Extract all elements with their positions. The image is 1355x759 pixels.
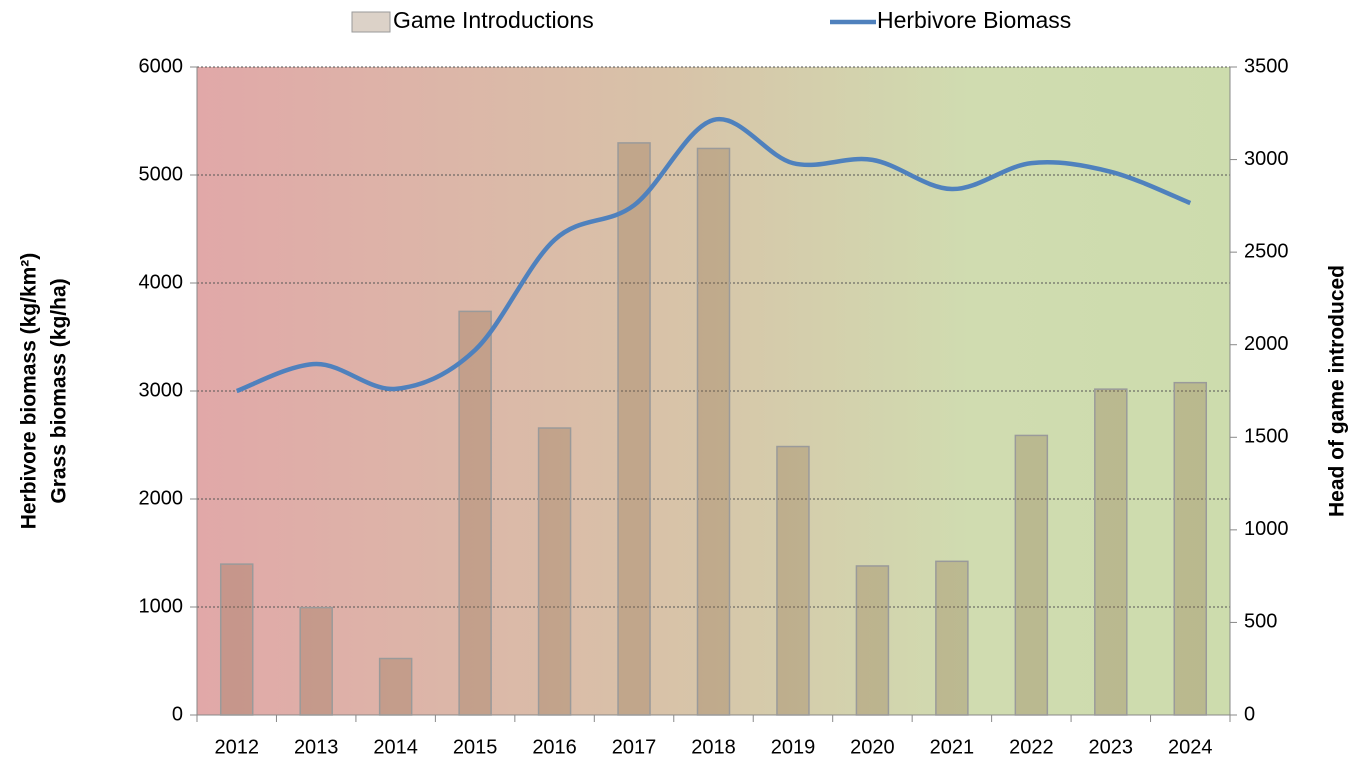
- legend-label: Herbivore Biomass: [877, 7, 1071, 33]
- y2-tick-label: 1500: [1244, 426, 1289, 448]
- bar: [696, 147, 731, 716]
- x-tick-label: 2012: [214, 736, 259, 758]
- bar: [617, 142, 651, 716]
- bar: [855, 565, 890, 716]
- x-tick-label: 2013: [294, 736, 339, 758]
- bar: [537, 427, 572, 716]
- y-tick-label: 1000: [139, 595, 184, 617]
- bar: [776, 445, 810, 716]
- x-tick-label: 2024: [1168, 736, 1213, 758]
- line: [235, 116, 1192, 394]
- y-tick-label: 6000: [139, 55, 184, 77]
- bar: [219, 563, 254, 716]
- y-tick-label: 3000: [139, 379, 184, 401]
- y2-tick-label: 3500: [1244, 55, 1289, 77]
- bar: [299, 606, 333, 716]
- y-axis-title: Herbivore biomass (kg/km²): [18, 253, 41, 530]
- x-tick-label: 2021: [930, 736, 975, 758]
- y2-tick-label: 500: [1244, 611, 1277, 633]
- bar: [378, 657, 413, 716]
- bar: [935, 560, 969, 716]
- legend-swatch: [351, 11, 391, 33]
- x-tick-label: 2014: [373, 736, 418, 758]
- bar: [1173, 381, 1208, 716]
- y2-tick-label: 2500: [1244, 240, 1289, 262]
- x-tick-label: 2020: [850, 736, 895, 758]
- y2-tick-label: 0: [1244, 703, 1255, 725]
- y2-tick-label: 1000: [1244, 518, 1289, 540]
- legend-label: Game Introductions: [393, 7, 594, 33]
- y2-axis-title: Head of game introduced: [1326, 265, 1349, 517]
- y2-tick-label: 3000: [1244, 148, 1289, 170]
- y-tick-label: 4000: [139, 271, 184, 293]
- x-tick-label: 2018: [691, 736, 736, 758]
- x-tick-label: 2022: [1009, 736, 1054, 758]
- x-tick-label: 2023: [1089, 736, 1134, 758]
- x-tick-label: 2019: [771, 736, 816, 758]
- y-tick-label: 2000: [139, 487, 184, 509]
- x-tick-label: 2016: [532, 736, 577, 758]
- bar: [1014, 434, 1049, 716]
- bar: [458, 310, 492, 716]
- y2-tick-label: 2000: [1244, 333, 1289, 355]
- y-tick-label: 5000: [139, 163, 184, 185]
- bar: [1094, 388, 1128, 716]
- x-tick-label: 2017: [612, 736, 657, 758]
- y-tick-label: 0: [172, 703, 183, 725]
- y-axis-title: Grass biomass (kg/ha): [48, 278, 71, 503]
- x-tick-label: 2015: [453, 736, 498, 758]
